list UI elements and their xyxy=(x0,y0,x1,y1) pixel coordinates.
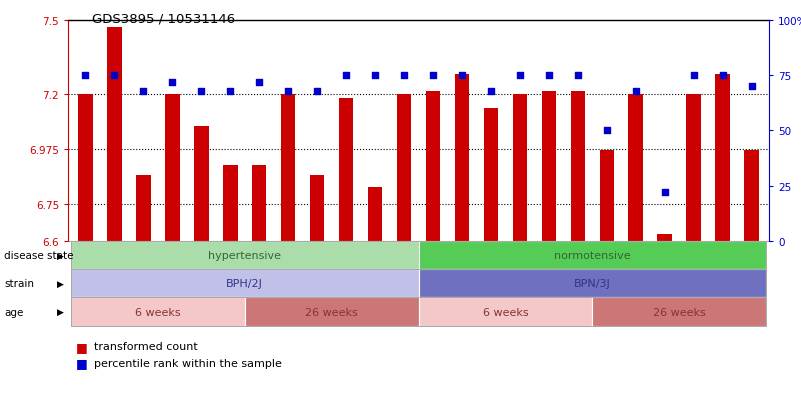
Bar xyxy=(658,234,672,242)
Point xyxy=(542,73,555,79)
Point xyxy=(137,88,150,95)
Text: ■: ■ xyxy=(76,340,88,353)
Bar xyxy=(629,94,643,242)
Text: ■: ■ xyxy=(76,356,88,370)
Bar xyxy=(513,94,527,242)
Text: normotensive: normotensive xyxy=(554,251,630,261)
Bar xyxy=(599,151,614,242)
Point xyxy=(340,73,352,79)
Text: ▶: ▶ xyxy=(57,251,64,260)
Point xyxy=(311,88,324,95)
Point xyxy=(571,73,584,79)
Bar xyxy=(339,99,353,242)
Point xyxy=(166,79,179,86)
Text: 26 weeks: 26 weeks xyxy=(653,307,706,317)
Bar xyxy=(310,176,324,242)
Text: strain: strain xyxy=(4,279,34,289)
Text: 26 weeks: 26 weeks xyxy=(305,307,358,317)
Point xyxy=(601,128,614,135)
Bar xyxy=(541,92,556,242)
Bar xyxy=(744,151,759,242)
Point xyxy=(485,88,497,95)
Point xyxy=(253,79,266,86)
Point xyxy=(397,73,410,79)
Bar xyxy=(78,94,93,242)
Bar xyxy=(484,109,498,242)
Bar xyxy=(165,94,179,242)
Point xyxy=(687,73,700,79)
Point xyxy=(513,73,526,79)
Bar xyxy=(396,94,411,242)
Text: ▶: ▶ xyxy=(57,279,64,288)
Text: transformed count: transformed count xyxy=(94,342,198,351)
Text: age: age xyxy=(4,307,23,317)
Text: BPN/3J: BPN/3J xyxy=(574,279,610,289)
Point xyxy=(368,73,381,79)
Point xyxy=(108,73,121,79)
Bar xyxy=(368,188,382,242)
Bar xyxy=(252,166,267,242)
Bar xyxy=(136,176,151,242)
Bar xyxy=(281,94,296,242)
Text: 6 weeks: 6 weeks xyxy=(135,307,181,317)
Point xyxy=(79,73,92,79)
Text: 6 weeks: 6 weeks xyxy=(482,307,528,317)
Point xyxy=(658,190,671,196)
Text: disease state: disease state xyxy=(4,251,74,261)
Bar xyxy=(686,94,701,242)
Bar xyxy=(223,166,238,242)
Point xyxy=(716,73,729,79)
Point xyxy=(456,73,469,79)
Text: hypertensive: hypertensive xyxy=(208,251,281,261)
Point xyxy=(223,88,236,95)
Bar xyxy=(570,92,585,242)
Bar xyxy=(194,126,208,242)
Point xyxy=(195,88,207,95)
Text: percentile rank within the sample: percentile rank within the sample xyxy=(94,358,282,368)
Text: BPH/2J: BPH/2J xyxy=(227,279,264,289)
Bar xyxy=(107,28,122,242)
Bar xyxy=(426,92,441,242)
Point xyxy=(427,73,440,79)
Bar xyxy=(715,75,730,242)
Text: GDS3895 / 10531146: GDS3895 / 10531146 xyxy=(92,12,235,25)
Point xyxy=(282,88,295,95)
Point xyxy=(630,88,642,95)
Text: ▶: ▶ xyxy=(57,307,64,316)
Bar xyxy=(455,75,469,242)
Point xyxy=(745,83,758,90)
